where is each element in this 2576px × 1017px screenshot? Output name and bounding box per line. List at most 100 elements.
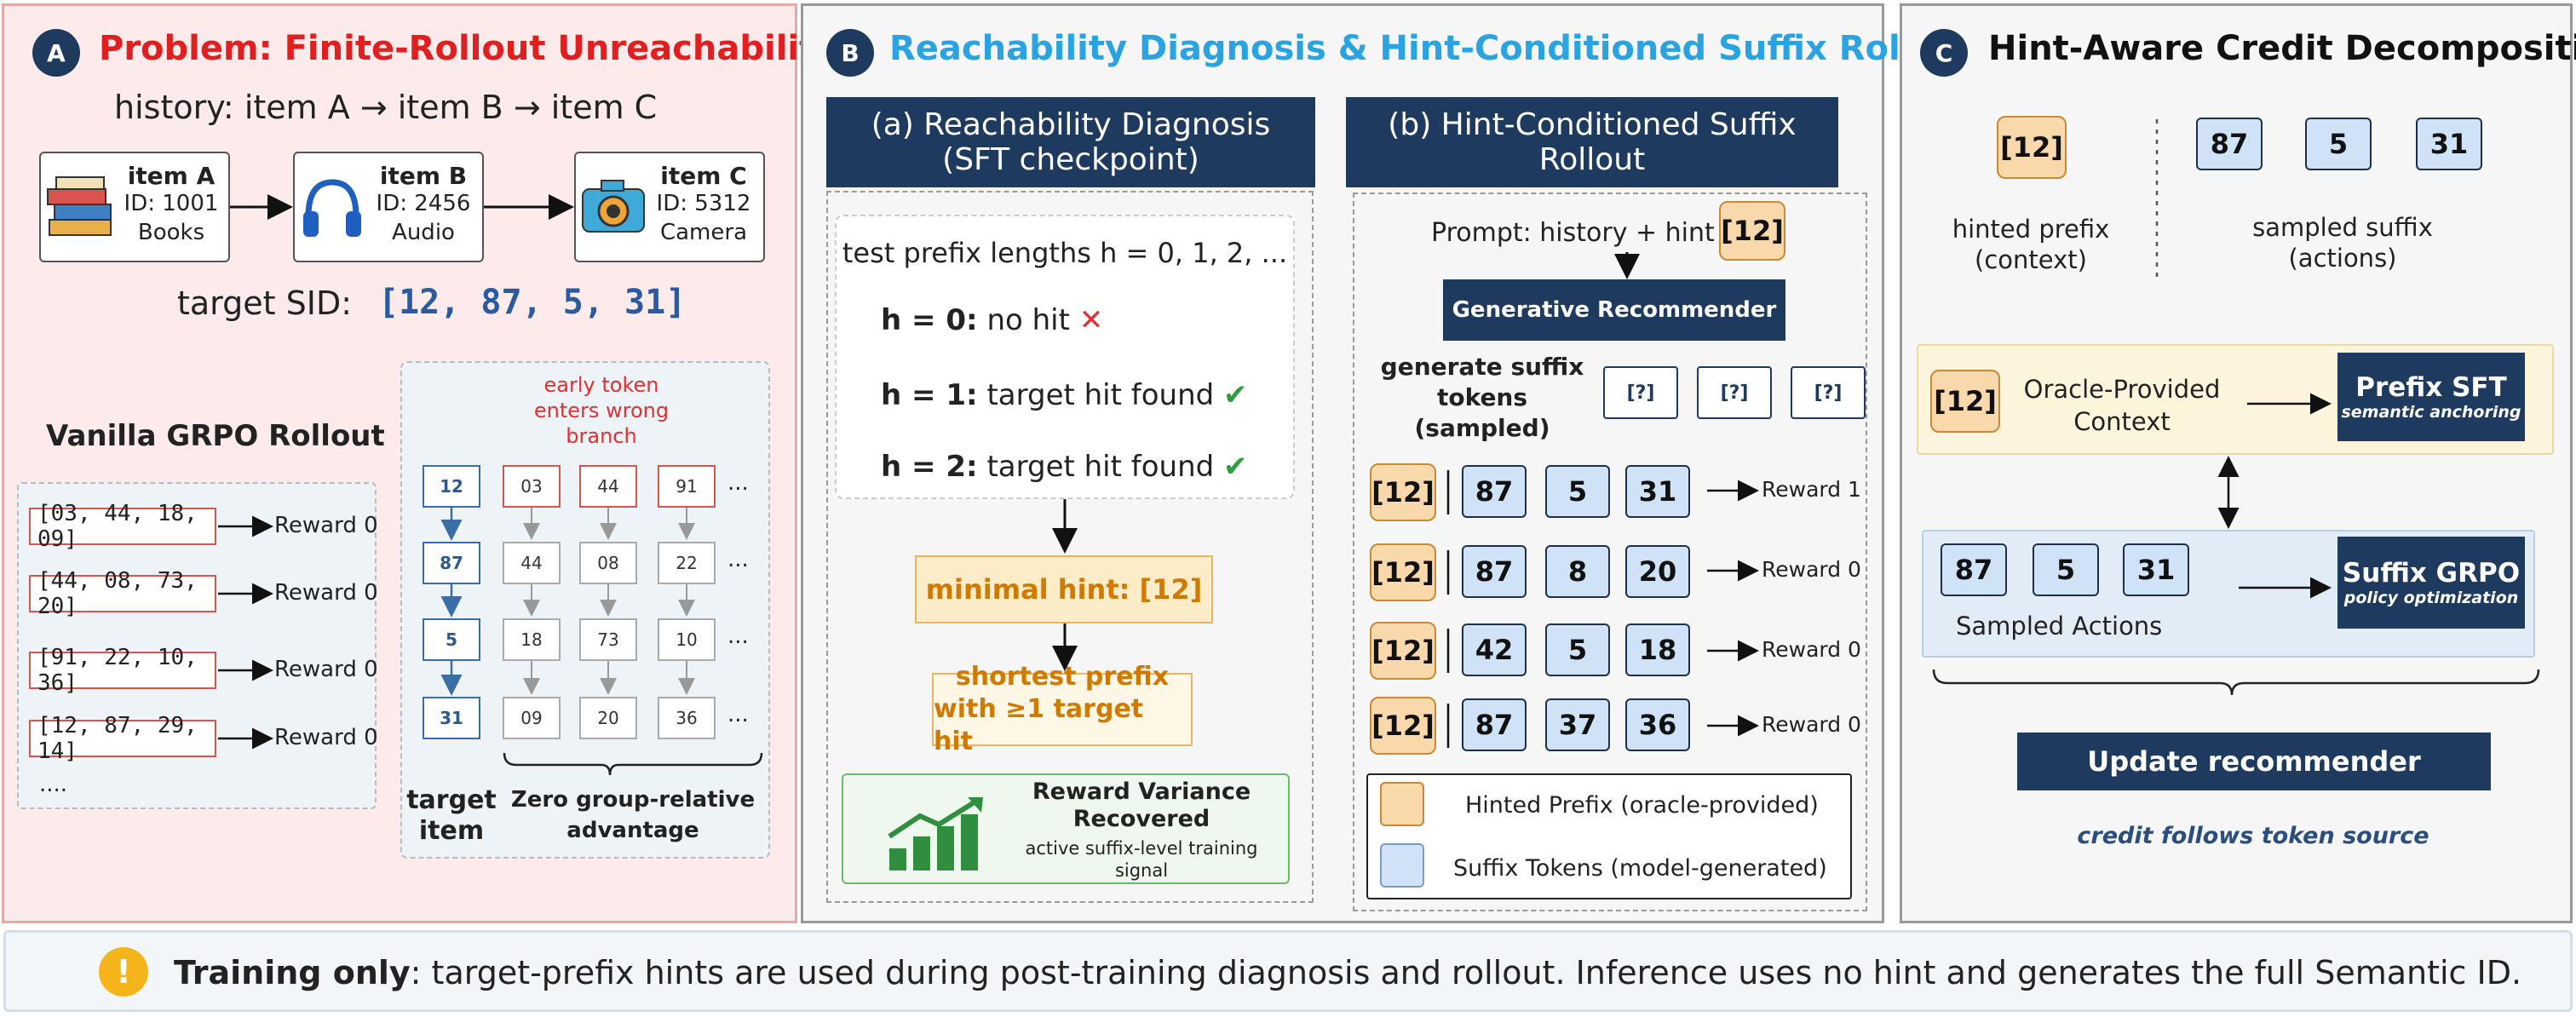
check-icon: ✔ — [1223, 378, 1248, 412]
unknown-token-3: [?] — [1791, 366, 1866, 419]
c-suffix-tok3: 31 — [2416, 118, 2482, 170]
item-a-name: item A — [127, 162, 216, 190]
unknown-token-2: [?] — [1697, 366, 1772, 419]
books-icon — [47, 176, 112, 236]
grid-ellipsis-1: ... — [727, 470, 749, 496]
legend-hint-label: Hinted Prefix (oracle-provided) — [1465, 792, 1819, 819]
rollout-reward-1: Reward 0 — [274, 513, 378, 538]
rollout-more: .... — [39, 772, 68, 797]
oracle-text-1: Oracle-Provided — [2023, 375, 2221, 404]
row1-tok2: 5 — [1545, 465, 1610, 518]
row2-tok1: 87 — [1462, 545, 1527, 598]
grid-c3-4: 36 — [658, 697, 716, 739]
history-line: history: item A → item B → item C — [114, 89, 658, 126]
sub-b-title: (b) Hint-Conditioned Suffix Rollout — [1346, 97, 1838, 187]
row3-tok1: 42 — [1462, 623, 1527, 676]
row2-hint: [12] — [1370, 543, 1436, 601]
h0-text: no hit — [986, 303, 1070, 337]
grid-c3-3: 10 — [658, 618, 716, 661]
legend-suffix-label: Suffix Tokens (model-generated) — [1453, 855, 1827, 882]
vanilla-title: Vanilla GRPO Rollout — [46, 419, 385, 453]
legend-box — [1366, 773, 1852, 899]
grid-c2-2: 08 — [579, 542, 637, 584]
credit-note: credit follows token source — [2077, 823, 2429, 849]
item-b-cat: Audio — [392, 220, 455, 245]
item-a-id: ID: 1001 — [124, 191, 219, 216]
c-suffix-tok1: 87 — [2196, 118, 2263, 170]
hinted-prefix-1: hinted prefix — [1952, 215, 2110, 244]
row3-tok2: 5 — [1545, 623, 1610, 676]
early-note-1: early token — [543, 373, 659, 397]
unknown-token-1: [?] — [1603, 366, 1678, 419]
suffix-grpo-box: Suffix GRPO policy optimization — [2337, 537, 2525, 629]
row2-tok3: 20 — [1625, 545, 1690, 598]
variance-sub-2: signal — [1114, 860, 1169, 881]
shortest-2: with ≥1 target hit — [934, 694, 1144, 756]
c-action-tok1: 87 — [1941, 543, 2007, 596]
hinted-prefix-2: (context) — [1975, 245, 2087, 274]
test-box — [835, 215, 1295, 499]
sub-b-title-2: Rollout — [1538, 142, 1646, 177]
c-action-tok3: 31 — [2123, 543, 2189, 596]
early-note-3: branch — [566, 424, 637, 448]
row3-hint: [12] — [1370, 622, 1436, 680]
rollout-reward-2: Reward 0 — [274, 580, 378, 606]
grid-target-3: 5 — [423, 618, 480, 661]
sub-a-title: (a) Reachability Diagnosis (SFT checkpoi… — [826, 97, 1315, 187]
sub-b-title-1: (b) Hint-Conditioned Suffix — [1388, 107, 1797, 142]
grid-c1-1: 03 — [503, 465, 561, 508]
grid-ellipsis-3: ... — [727, 623, 749, 649]
panel-c-title: Hint-Aware Credit Decomposition — [1988, 29, 2576, 68]
grid-c2-4: 20 — [579, 697, 637, 739]
item-card-b — [293, 152, 484, 262]
sampled-actions-label: Sampled Actions — [1956, 612, 2163, 641]
grid-c1-4: 09 — [503, 697, 561, 739]
target-item-1: target — [406, 785, 497, 815]
growth-chart-icon — [888, 796, 983, 870]
suffix-grpo-label: Suffix GRPO — [2342, 558, 2521, 589]
badge-a: A — [32, 29, 80, 77]
headphones-icon — [303, 179, 361, 237]
zero-adv-1: Zero group-relative — [510, 787, 756, 813]
sub-b-frame — [1353, 192, 1867, 911]
item-c-name: item C — [660, 162, 747, 190]
zero-adv-2: advantage — [566, 818, 699, 843]
row4-tok2: 37 — [1545, 698, 1610, 751]
variance-sub-1: active suffix-level training — [1025, 838, 1258, 859]
prefix-sft-box: Prefix SFT semantic anchoring — [2337, 353, 2525, 441]
item-b-id: ID: 2456 — [376, 191, 471, 216]
sub-a-title-2: (SFT checkpoint) — [942, 142, 1199, 177]
rollout-reward-3: Reward 0 — [274, 657, 378, 682]
shortest-box: shortest prefix with ≥1 target hit — [932, 662, 1193, 756]
h1-label: h = 1: — [881, 378, 978, 412]
oracle-text-2: Context — [2073, 407, 2171, 436]
item-c-id: ID: 5312 — [656, 191, 751, 216]
prefix-sft-label: Prefix SFT — [2355, 372, 2507, 403]
gen-rec-box: Generative Recommender — [1443, 279, 1785, 341]
camera-icon — [582, 180, 645, 233]
h0-label: h = 0: — [881, 303, 978, 337]
legend-hint-swatch — [1380, 782, 1424, 826]
c-hinted-token: [12] — [1997, 116, 2067, 179]
h2-text: target hit found — [986, 450, 1215, 484]
target-sid-label: target SID: — [177, 284, 353, 322]
row1-hint: [12] — [1370, 463, 1436, 521]
target-sid-value: [12, 87, 5, 31] — [378, 283, 687, 322]
variance-1: Reward Variance — [1032, 779, 1251, 805]
row4-tok1: 87 — [1462, 698, 1527, 751]
check-icon: ✔ — [1223, 450, 1248, 484]
h1-row: h = 1: target hit found ✔ — [881, 378, 1248, 412]
sub-a-frame — [826, 191, 1314, 903]
grid-c1-2: 44 — [503, 542, 561, 584]
warning-icon: ! — [99, 947, 148, 997]
footer-text: Training only: target-prefix hints are u… — [174, 954, 2521, 991]
grid-c3-1: 91 — [658, 465, 716, 508]
gen-suffix-2: tokens — [1436, 383, 1528, 411]
grid-target-4: 31 — [423, 697, 480, 739]
variance-2: Recovered — [1072, 806, 1210, 832]
h2-row: h = 2: target hit found ✔ — [881, 450, 1248, 484]
update-recommender-button[interactable]: Update recommender — [2017, 733, 2491, 790]
